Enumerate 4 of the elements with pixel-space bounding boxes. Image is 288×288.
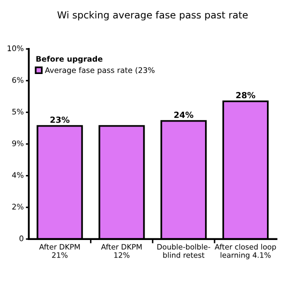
data-label: 24% — [174, 112, 194, 118]
data-label: 23% — [50, 116, 70, 123]
chart-title: Wi spcking average fase pass past rate — [57, 11, 248, 20]
data-label: 28% — [236, 92, 256, 98]
